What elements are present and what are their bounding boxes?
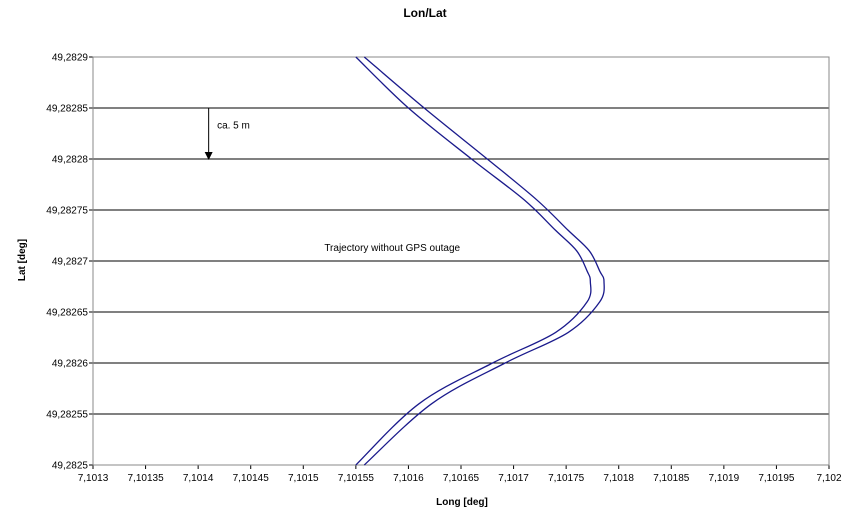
x-tick-label: 7,10185 xyxy=(653,473,690,484)
x-tick-label: 7,1017 xyxy=(498,473,529,484)
x-tick-label: 7,1014 xyxy=(183,473,214,484)
annotation-trajectory: Trajectory without GPS outage xyxy=(324,243,460,254)
y-tick-label: 49,28255 xyxy=(46,410,88,421)
x-tick-label: 7,1019 xyxy=(709,473,740,484)
arrow-head xyxy=(204,152,213,160)
x-axis-label: Long [deg] xyxy=(436,497,488,508)
y-tick-label: 49,2828 xyxy=(52,155,89,166)
trajectory-lines xyxy=(355,56,605,466)
y-tick-label: 49,28275 xyxy=(46,206,88,217)
x-tick-label: 7,1015 xyxy=(288,473,319,484)
x-tick-label: 7,10165 xyxy=(443,473,480,484)
x-tick-label: 7,1013 xyxy=(78,473,109,484)
x-tick-label: 7,1016 xyxy=(393,473,424,484)
annotations: ca. 5 m Trajectory without GPS outage xyxy=(204,108,461,254)
chart-title: Lon/Lat xyxy=(403,6,446,20)
y-axis-label: Lat [deg] xyxy=(17,239,28,281)
x-tick-labels: 7,1013 7,10135 7,1014 7,10145 7,1015 7,10155 7… xyxy=(78,473,842,484)
x-tick-label: 7,10195 xyxy=(758,473,795,484)
x-tick-label: 7,10145 xyxy=(233,473,270,484)
grid-lines xyxy=(89,56,830,469)
trajectory-line-2 xyxy=(363,56,605,466)
y-tick-label: 49,2825 xyxy=(52,461,89,472)
y-tick-labels: 49,2825 49,28255 49,2826 49,28265 49,2827 49,… xyxy=(46,53,88,472)
y-tick-label: 49,2829 xyxy=(52,53,89,64)
x-tick-label: 7,10175 xyxy=(548,473,585,484)
annotation-scale: ca. 5 m xyxy=(217,120,250,131)
y-tick-label: 49,28285 xyxy=(46,104,88,115)
x-tick-label: 7,10155 xyxy=(338,473,375,484)
plot-frame xyxy=(92,56,830,466)
y-tick-label: 49,2827 xyxy=(52,257,89,268)
y-tick-label: 49,2826 xyxy=(52,359,89,370)
y-tick-label: 49,28265 xyxy=(46,308,88,319)
trajectory-line-1 xyxy=(355,56,592,466)
x-tick-label: 7,1018 xyxy=(603,473,634,484)
x-tick-label: 7,10135 xyxy=(127,473,164,484)
x-tick-label: 7,102 xyxy=(816,473,841,484)
